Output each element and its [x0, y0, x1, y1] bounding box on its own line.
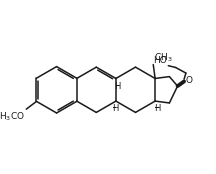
Text: HO: HO	[154, 56, 167, 65]
Text: H: H	[114, 82, 121, 91]
Text: H$_3$CO: H$_3$CO	[0, 110, 25, 123]
Text: O: O	[186, 76, 192, 85]
Text: CH$_3$: CH$_3$	[154, 51, 173, 64]
Text: H: H	[112, 104, 118, 113]
Text: H: H	[154, 104, 160, 113]
